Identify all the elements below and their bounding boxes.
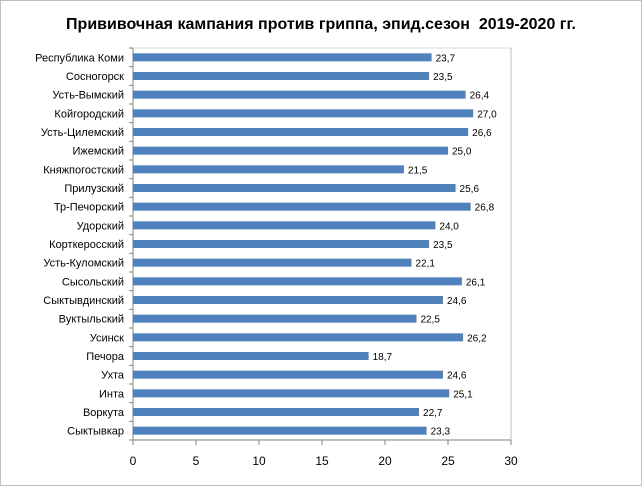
category-label: Вуктыльский (59, 314, 124, 326)
category-label: Республика Коми (35, 52, 124, 64)
value-label: 26,4 (470, 91, 490, 102)
bar (133, 202, 471, 211)
bar (133, 240, 430, 248)
value-label: 18,7 (373, 352, 393, 363)
bar (133, 90, 466, 99)
value-label: 24,6 (447, 296, 467, 307)
value-label: 25,0 (452, 147, 472, 158)
bar (133, 389, 450, 398)
value-label: 23,5 (433, 240, 453, 251)
bar (133, 72, 430, 80)
category-label: Усть-Вымский (52, 90, 124, 102)
value-label: 25,1 (453, 389, 473, 400)
value-label: 27,0 (477, 109, 497, 120)
x-tick-label: 25 (441, 454, 455, 468)
x-tick-label: 30 (504, 454, 518, 468)
bar (133, 277, 462, 286)
category-label: Воркута (83, 407, 125, 419)
bar (133, 53, 432, 62)
category-label: Койгородский (54, 108, 124, 120)
value-label: 26,1 (466, 277, 486, 288)
category-label: Тр-Печорский (54, 202, 124, 214)
category-label: Ухта (101, 370, 125, 382)
bar (133, 109, 474, 118)
category-label: Ижемский (72, 146, 124, 158)
value-label: 26,2 (467, 333, 487, 344)
bar (133, 184, 456, 192)
category-label: Инта (99, 388, 125, 400)
value-label: 22,7 (423, 408, 443, 419)
category-label: Сосногорск (66, 71, 124, 83)
bar (133, 258, 412, 267)
value-label: 22,5 (421, 315, 441, 326)
category-label: Корткеросский (49, 239, 124, 251)
category-label: Печора (86, 351, 125, 363)
value-label: 22,1 (415, 259, 435, 270)
value-label: 23,5 (433, 72, 453, 83)
bar (133, 296, 443, 304)
value-label: 26,8 (475, 203, 495, 214)
category-label: Прилузский (64, 183, 124, 195)
bar (133, 314, 417, 323)
category-label: Усинск (90, 332, 124, 344)
x-tick-label: 15 (315, 454, 329, 468)
value-label: 24,0 (439, 221, 459, 232)
category-label: Княжпогостский (43, 164, 124, 176)
bar (133, 370, 443, 379)
x-tick-label: 10 (252, 454, 266, 468)
bar (133, 352, 369, 360)
value-label: 26,6 (472, 128, 492, 139)
bar (133, 146, 448, 155)
category-label: Сыктывдинский (43, 295, 124, 307)
value-label: 24,6 (447, 371, 467, 382)
value-label: 21,5 (408, 165, 428, 176)
bar (133, 165, 404, 174)
bar (133, 408, 420, 416)
category-label: Сысольский (62, 276, 124, 288)
x-tick-label: 0 (130, 454, 137, 468)
chart-title: Прививочная кампания против гриппа, эпид… (66, 16, 576, 33)
x-tick-label: 5 (193, 454, 200, 468)
category-label: Сыктывкар (67, 426, 124, 438)
category-label: Удорский (77, 220, 124, 232)
value-label: 25,6 (460, 184, 480, 195)
value-label: 23,3 (431, 427, 451, 438)
bar (133, 426, 427, 435)
bar (133, 333, 464, 342)
value-label: 23,7 (436, 53, 456, 64)
category-label: Усть-Цилемский (41, 127, 124, 139)
x-tick-label: 20 (378, 454, 392, 468)
category-label: Усть-Куломский (43, 258, 124, 270)
bar (133, 221, 436, 230)
bar (133, 128, 469, 136)
